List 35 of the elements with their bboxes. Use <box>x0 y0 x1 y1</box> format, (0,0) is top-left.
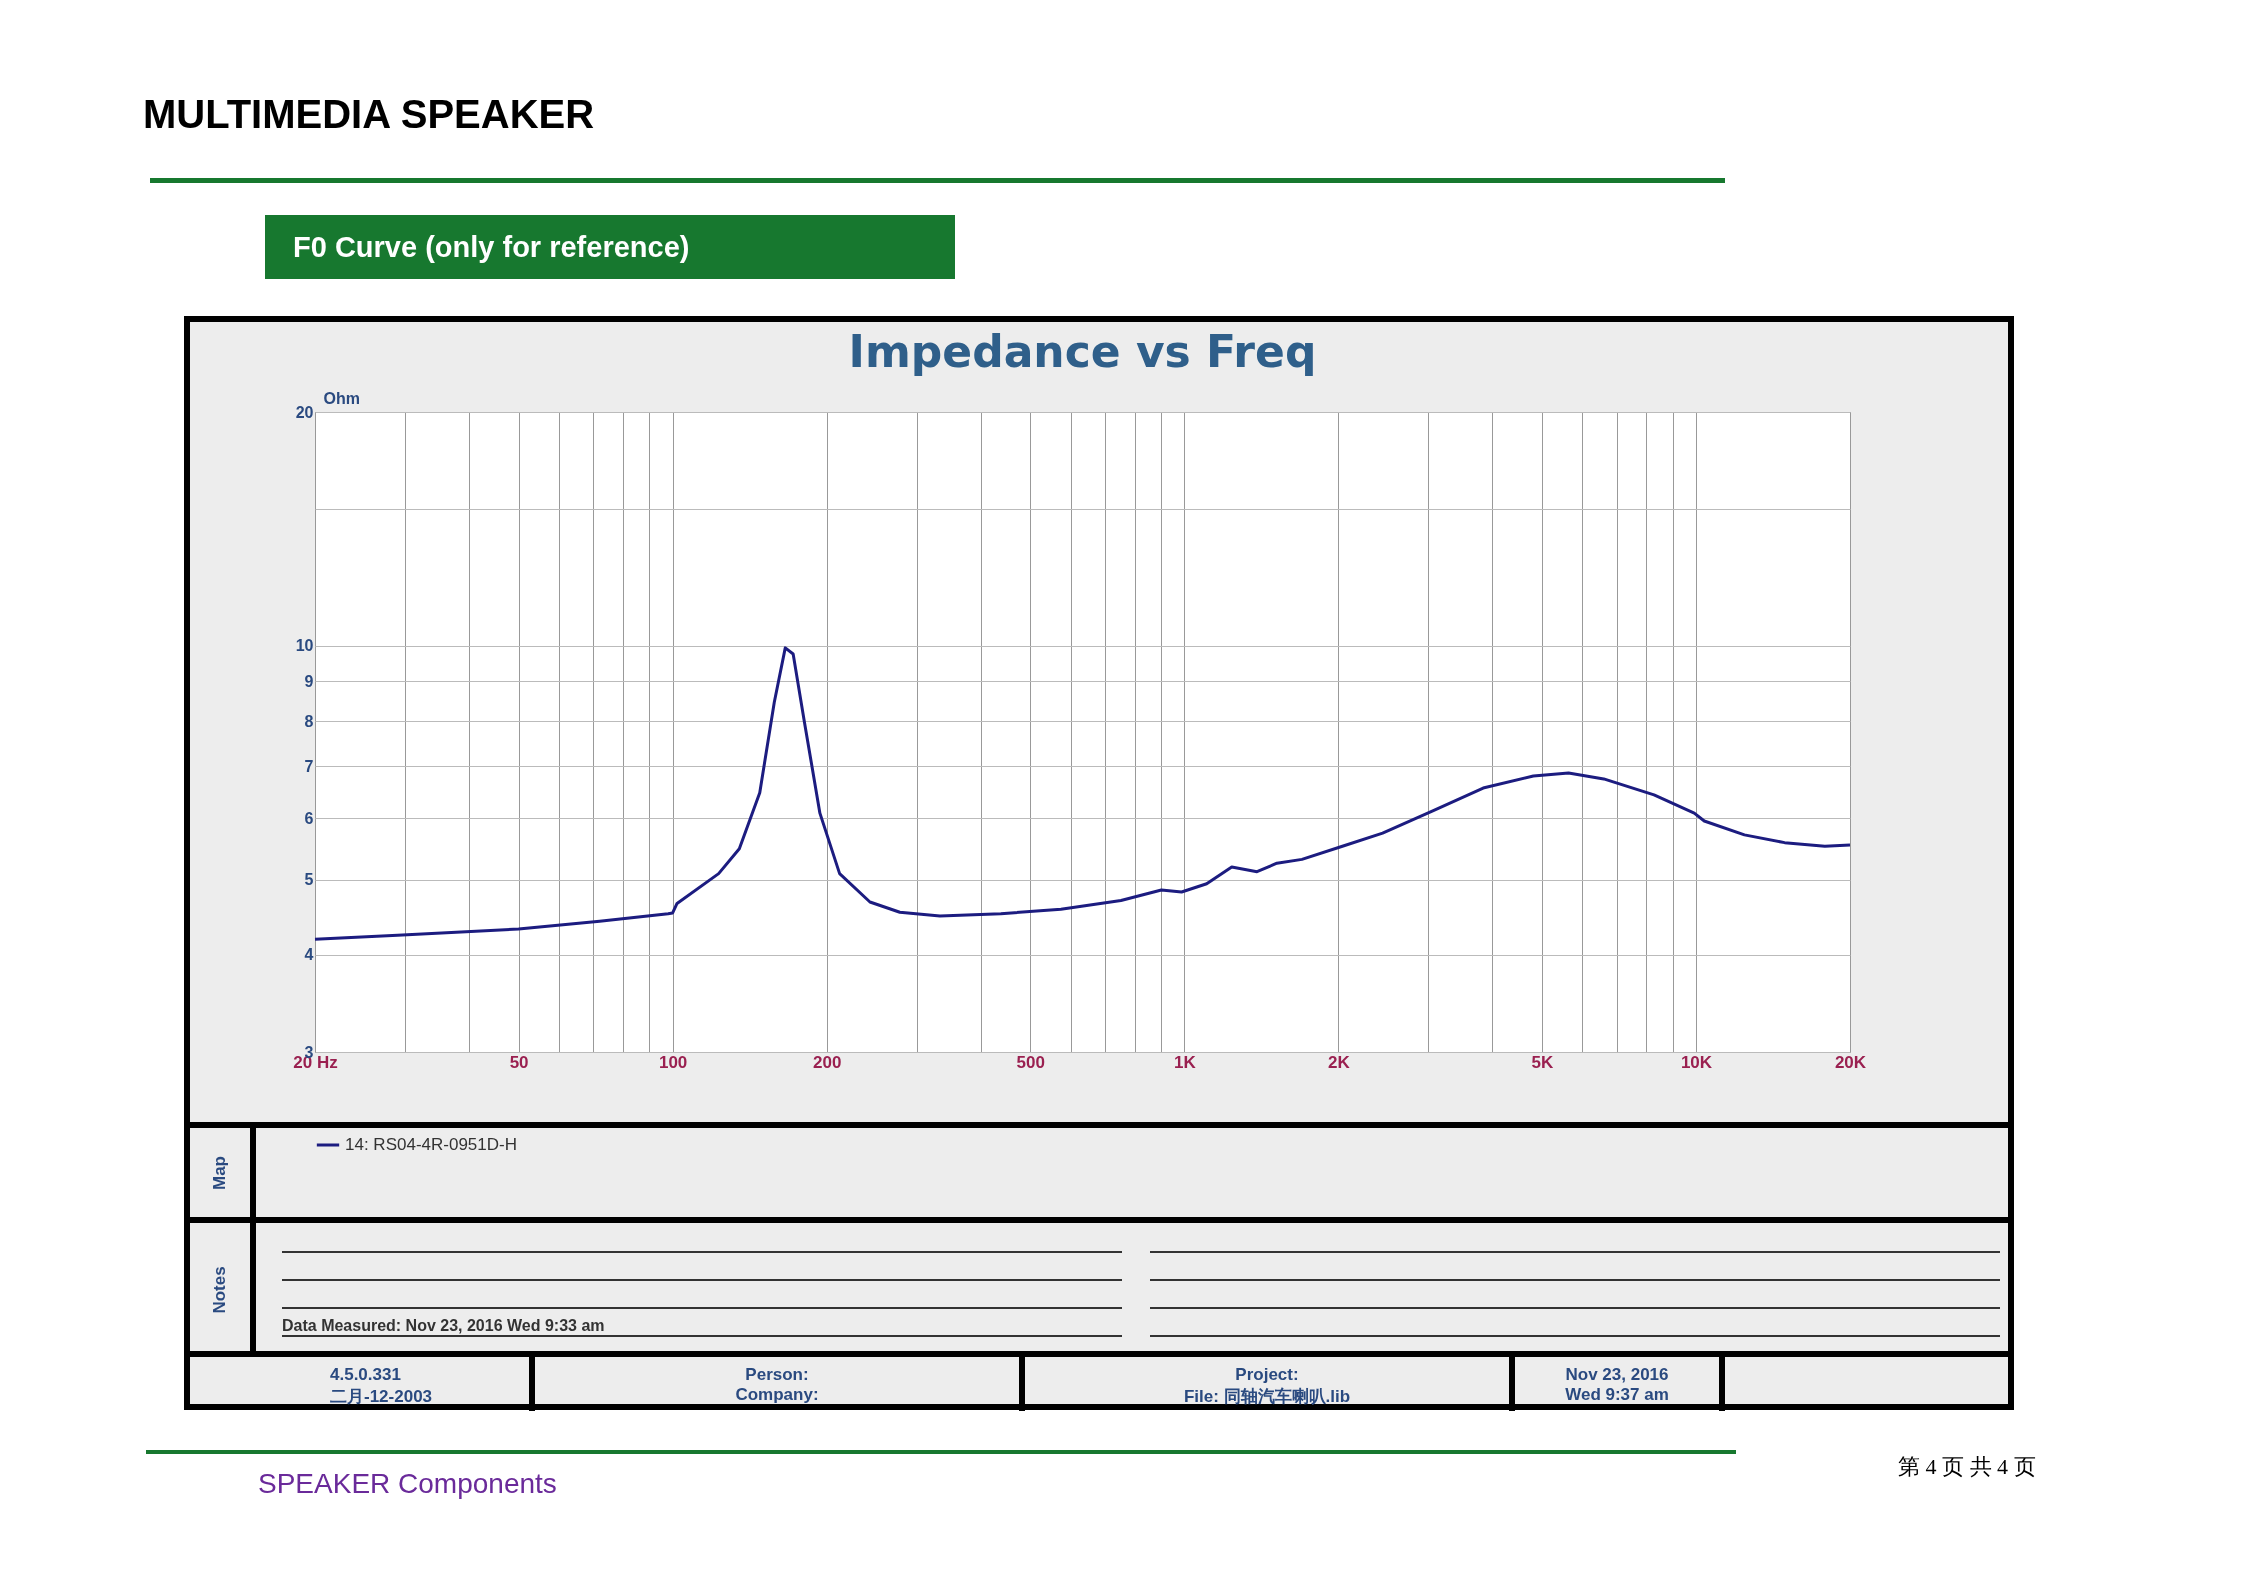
y-tick-label: 9 <box>304 672 314 690</box>
x-tick-label: 10K <box>1680 1052 1713 1072</box>
y-tick-label: 7 <box>304 757 314 775</box>
text: MULTIMEDIA SPEAKER <box>143 92 595 137</box>
x-tick-label: 20K <box>1834 1052 1867 1072</box>
text: Company: <box>734 1385 820 1405</box>
y-tick-label: 10 <box>295 637 314 655</box>
y-tick-label: 20 <box>295 403 314 421</box>
text: File: 同轴汽车喇叭.lib <box>1182 1386 1352 1408</box>
text: SPEAKER Components <box>258 1468 557 1500</box>
text: Wed 9:37 am <box>1564 1385 1670 1405</box>
chart-title: Impedance vs Freq <box>848 326 1317 377</box>
y-tick-label: 4 <box>304 946 314 964</box>
x-tick-label: 100 <box>658 1052 688 1072</box>
text: 4.5.0.331 <box>330 1365 402 1385</box>
text: Person: <box>744 1365 810 1385</box>
text: Map <box>210 1155 230 1190</box>
x-tick-label: 5K <box>1531 1052 1555 1072</box>
y-axis-title: Ohm <box>323 389 360 407</box>
legend-label: 14: RS04-4R-0951D-H <box>345 1135 517 1154</box>
x-tick-label: 500 <box>1016 1052 1045 1072</box>
text: Project: <box>1234 1365 1300 1385</box>
text: Data Measured: Nov 23, 2016 Wed 9:33 am <box>282 1317 605 1335</box>
text: Nov 23, 2016 <box>1564 1365 1670 1385</box>
y-tick-label: 8 <box>304 712 314 730</box>
chart-subtitle: F0 Curve (only for reference) <box>265 215 955 279</box>
x-tick-label: 200 <box>812 1052 842 1072</box>
text: 二月-12-2003 <box>330 1386 434 1408</box>
text: Notes <box>210 1266 230 1314</box>
x-tick-label: 50 <box>509 1052 529 1072</box>
y-tick-label: 6 <box>304 809 314 827</box>
x-tick-label: 2K <box>1327 1052 1351 1072</box>
x-tick-label: 1K <box>1173 1052 1197 1072</box>
y-tick-label: 5 <box>304 871 314 889</box>
text: 第 4 页 共 4 页 <box>1898 1453 2036 1481</box>
